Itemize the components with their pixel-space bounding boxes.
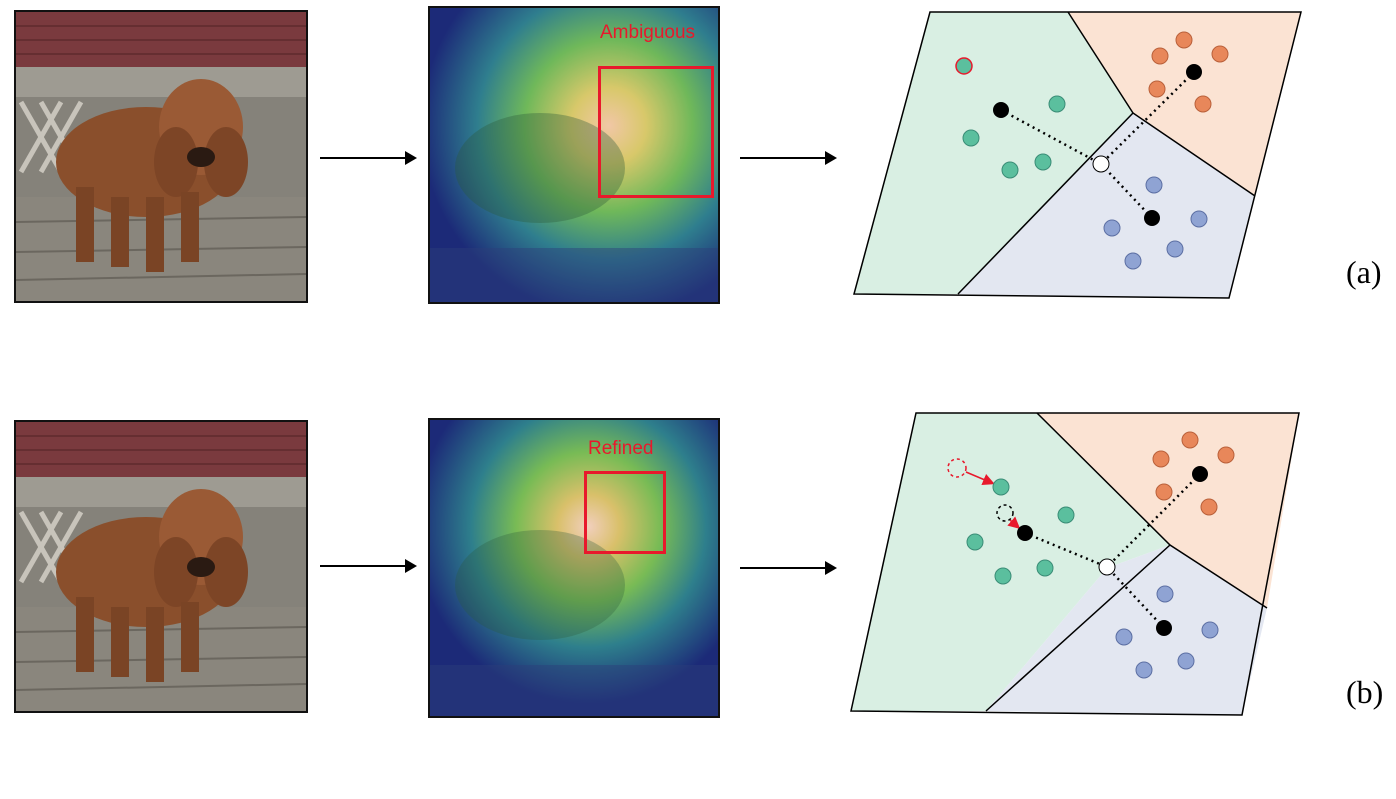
orange-point [1151, 47, 1169, 65]
attention-box-label: Ambiguous [600, 22, 696, 43]
right-arrow-icon [740, 151, 837, 165]
green-point [962, 129, 980, 147]
green-point [1036, 559, 1054, 577]
attention-box-label: Refined [588, 438, 654, 459]
right-arrow-icon [320, 151, 417, 165]
attention-heatmap [428, 418, 720, 718]
row-a: Ambiguous [0, 0, 1396, 389]
orange-prototype [1192, 466, 1208, 482]
shift-arrow [1007, 516, 1021, 529]
poodle-photo [14, 420, 308, 713]
green-point [1034, 153, 1052, 171]
distance-line [1100, 71, 1195, 165]
blue-point [1166, 240, 1184, 258]
feature-space-border [850, 412, 1300, 716]
blue-point [1124, 252, 1142, 270]
mislabeled-point [955, 57, 973, 75]
poodle-photo [14, 10, 308, 303]
old-point-position [947, 458, 967, 478]
decision-boundary [957, 112, 1134, 295]
green-point [1048, 95, 1066, 113]
green-class-region [854, 12, 1133, 294]
blue-point [1190, 210, 1208, 228]
orange-point [1148, 80, 1166, 98]
orange-point [1175, 31, 1193, 49]
right-arrow-icon [320, 559, 417, 573]
panel-label: (a) [1346, 254, 1382, 290]
blue-point [1103, 219, 1121, 237]
attention-heatmap [428, 6, 720, 304]
green-point [994, 567, 1012, 585]
blue-point [1115, 628, 1133, 646]
distance-line [1024, 531, 1108, 569]
orange-point [1152, 450, 1170, 468]
green-point [992, 478, 1010, 496]
green-prototype [993, 102, 1009, 118]
blue-point [1135, 661, 1153, 679]
distance-line [1100, 163, 1153, 219]
distance-line [1106, 473, 1201, 568]
green-point [966, 533, 984, 551]
orange-point [1211, 45, 1229, 63]
blue-class-region [958, 113, 1255, 298]
blue-point [1177, 652, 1195, 670]
green-prototype [1017, 525, 1033, 541]
row-b: Refined [0, 410, 1396, 799]
green-point [1057, 506, 1075, 524]
query-point [1098, 558, 1116, 576]
orange-point [1155, 483, 1173, 501]
panel-label: (b) [1346, 674, 1384, 710]
green-point [1001, 161, 1019, 179]
distance-line [1106, 566, 1165, 629]
blue-point [1156, 585, 1174, 603]
orange-point [1181, 431, 1199, 449]
decision-boundary [985, 544, 1171, 712]
query-point [1092, 155, 1110, 173]
orange-class-region [1037, 413, 1299, 608]
distance-line [1000, 108, 1102, 166]
blue-class-region [986, 545, 1267, 715]
orange-class-region [1068, 12, 1301, 196]
old-prototype-position [996, 504, 1014, 522]
right-arrow-icon [740, 561, 837, 575]
decision-boundary [1067, 11, 1256, 197]
orange-point [1194, 95, 1212, 113]
shift-arrow [965, 471, 995, 486]
decision-boundary [1036, 412, 1268, 609]
attention-box [598, 66, 714, 198]
blue-prototype [1144, 210, 1160, 226]
blue-prototype [1156, 620, 1172, 636]
green-class-region [851, 413, 1170, 711]
feature-space-border [853, 11, 1302, 299]
orange-prototype [1186, 64, 1202, 80]
attention-box [584, 471, 666, 554]
orange-point [1200, 498, 1218, 516]
orange-point [1217, 446, 1235, 464]
blue-point [1201, 621, 1219, 639]
blue-point [1145, 176, 1163, 194]
